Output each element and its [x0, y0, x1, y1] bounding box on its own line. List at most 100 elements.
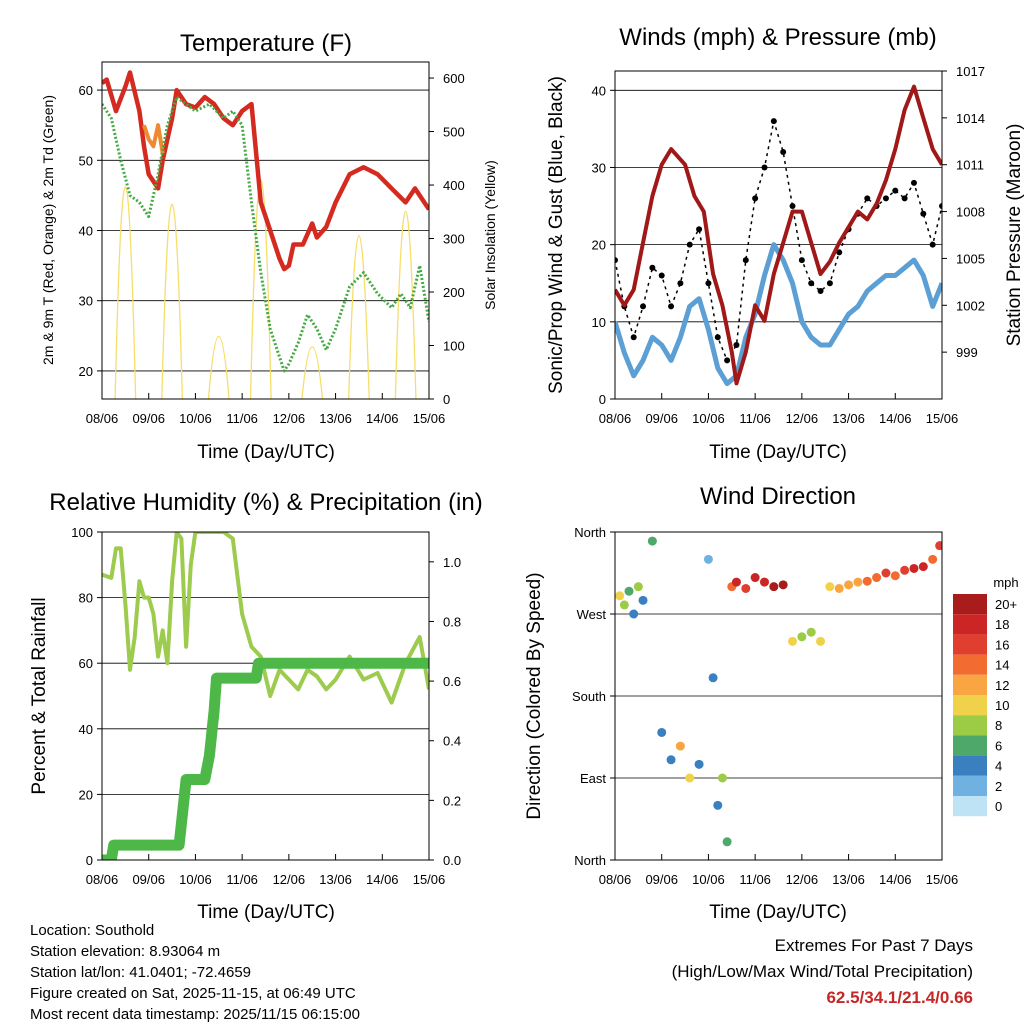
- gust-point: [929, 241, 936, 248]
- legend-swatch: [953, 775, 987, 796]
- direction-point: [881, 568, 891, 578]
- direction-point: [825, 582, 835, 592]
- direction-point: [615, 591, 625, 601]
- legend-swatch: [953, 735, 987, 756]
- y2-tick-label: 999: [956, 345, 978, 360]
- x-tick-label: 10/06: [692, 872, 725, 887]
- extremes-box: Extremes For Past 7 Days (High/Low/Max W…: [672, 933, 973, 1011]
- precipitation-line: [102, 657, 429, 860]
- y2-tick-label: 1017: [956, 64, 985, 79]
- temperature-line: [102, 70, 429, 272]
- legend-label: 20+: [995, 597, 1017, 612]
- direction-point: [750, 573, 760, 583]
- solar-peak: [114, 186, 137, 399]
- gust-point: [789, 203, 796, 210]
- y-tick-label: 40: [79, 224, 93, 239]
- gust-point: [920, 210, 927, 217]
- speed-legend: mph 20+ 18 16 14 12 10 8 6 4 2 0: [953, 575, 1019, 817]
- direction-point: [900, 565, 910, 575]
- direction-point: [722, 837, 732, 847]
- y2-tick-label: 1005: [956, 251, 985, 266]
- legend-swatch: [953, 695, 987, 716]
- gust-point: [649, 264, 656, 271]
- y-tick-label: South: [572, 689, 606, 704]
- direction-point: [816, 636, 826, 646]
- y2-tick-label: 0.8: [443, 614, 461, 629]
- y-tick-label: 80: [79, 591, 93, 606]
- legend-label: 14: [995, 658, 1009, 673]
- legend-swatch: [953, 796, 987, 817]
- y2-tick-label: 0.6: [443, 674, 461, 689]
- gust-point: [752, 195, 759, 202]
- extremes-subtitle: (High/Low/Max Wind/Total Precipitation): [671, 962, 973, 981]
- temperature-line: [102, 95, 429, 373]
- direction-point: [624, 586, 634, 596]
- y2-tick-label: 600: [443, 71, 465, 86]
- y2-tick-label: 200: [443, 285, 465, 300]
- x-tick-label: 15/06: [413, 872, 446, 887]
- gust-point: [705, 280, 712, 287]
- x-tick-label: 12/06: [786, 872, 819, 887]
- y2-tick-label: 100: [443, 339, 465, 354]
- x-tick-label: 11/06: [739, 411, 771, 426]
- legend-label: 6: [995, 738, 1002, 753]
- y2-tick-label: 400: [443, 178, 465, 193]
- direction-point: [638, 595, 648, 605]
- gust-point: [742, 257, 749, 264]
- y2-tick-label: 1014: [956, 111, 985, 126]
- solar-peak: [301, 346, 324, 399]
- gust-point: [640, 303, 647, 310]
- x-tick-label: 14/06: [366, 872, 399, 887]
- legend-label: 16: [995, 637, 1009, 652]
- legend-label: 10: [995, 698, 1009, 713]
- gust-point: [780, 149, 787, 156]
- winds-ticks: 0 10 20 30 40 999 1002 1005 1008 1011 1014 1017 08/0…: [592, 64, 985, 426]
- x-tick-label: 14/06: [879, 872, 912, 887]
- solar-peak: [249, 179, 272, 399]
- y-tick-label: 20: [79, 787, 93, 802]
- direction-point: [675, 741, 685, 751]
- temperature-title: Temperature (F): [180, 30, 352, 57]
- pressure-ylabel: Station Pressure (Maroon): [1004, 124, 1024, 347]
- winds-xlabel: Time (Day/UTC): [709, 442, 847, 463]
- direction-point: [872, 573, 882, 583]
- humidity-frame: [101, 531, 430, 861]
- direction-point: [666, 755, 676, 765]
- direction-point: [741, 583, 751, 593]
- legend-swatch: [953, 654, 987, 675]
- station-info: Location: Southold Station elevation: 8.…: [30, 920, 360, 1025]
- legend-swatch: [953, 715, 987, 736]
- humidity-ylabel: Percent & Total Rainfall: [29, 597, 50, 794]
- y2-tick-label: 0.4: [443, 734, 461, 749]
- humidity-panel: Relative Humidity (%) & Precipitation (i…: [29, 489, 483, 923]
- solar-peak: [207, 335, 230, 399]
- y-tick-label: 60: [79, 83, 93, 98]
- legend-swatch: [953, 614, 987, 635]
- humidity-series: [102, 532, 429, 860]
- direction-point: [806, 627, 816, 637]
- winds-series: [615, 84, 942, 387]
- y-tick-label: 60: [79, 656, 93, 671]
- direction-point: [853, 577, 863, 587]
- direction-grid: [615, 613, 942, 779]
- direction-panel: Wind Direction NorthEastSouthWestNorth08…: [524, 483, 1019, 923]
- humidity-grid: [102, 531, 429, 861]
- x-tick-label: 09/06: [132, 872, 165, 887]
- gust-point: [714, 334, 721, 341]
- legend-label: 4: [995, 759, 1002, 774]
- y-tick-label: 50: [79, 153, 93, 168]
- direction-point: [694, 759, 704, 769]
- x-tick-label: 08/06: [599, 872, 632, 887]
- wind-line: [615, 242, 942, 387]
- y-tick-label: 20: [592, 238, 606, 253]
- x-tick-label: 12/06: [273, 411, 306, 426]
- direction-point: [862, 576, 872, 586]
- legend-swatch: [953, 594, 987, 615]
- humidity-line: [102, 532, 429, 705]
- x-tick-label: 15/06: [926, 411, 959, 426]
- y2-tick-label: 0.0: [443, 853, 461, 868]
- legend-label: 2: [995, 779, 1002, 794]
- x-tick-label: 13/06: [319, 872, 352, 887]
- direction-point: [909, 563, 919, 573]
- direction-ylabel: Direction (Colored By Speed): [524, 572, 545, 819]
